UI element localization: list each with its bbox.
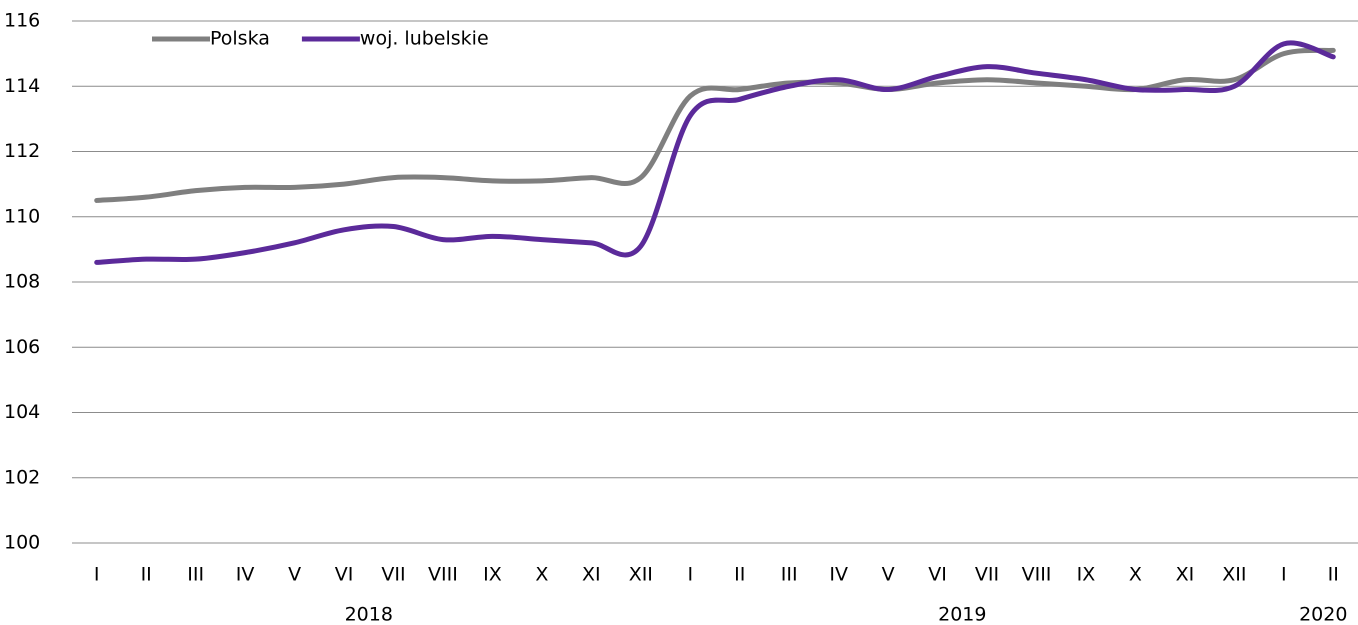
x-tick-label: XII: [629, 564, 653, 586]
y-tick-label: 116: [4, 10, 40, 32]
x-tick-label: VI: [335, 564, 354, 586]
x-group-label: 2020: [1299, 604, 1347, 625]
y-tick-label: 102: [4, 466, 40, 488]
x-tick-label: VII: [975, 564, 999, 586]
x-tick-label: IX: [1077, 564, 1096, 586]
x-tick-label: X: [535, 564, 548, 586]
x-tick-label: XII: [1222, 564, 1246, 586]
x-tick-label: XI: [1176, 564, 1195, 586]
x-tick-label: II: [1328, 564, 1339, 586]
x-tick-label: V: [882, 564, 895, 586]
x-tick-label: VI: [928, 564, 947, 586]
x-group-label: 2018: [345, 604, 393, 625]
x-tick-label: I: [1281, 564, 1287, 586]
y-tick-label: 108: [4, 271, 40, 293]
x-tick-label: VIII: [428, 564, 458, 586]
legend-label: Polska: [210, 28, 270, 50]
y-tick-label: 104: [4, 401, 40, 423]
x-tick-label: IX: [483, 564, 502, 586]
x-tick-label: II: [141, 564, 152, 586]
x-tick-label: VII: [381, 564, 405, 586]
y-tick-label: 114: [4, 75, 40, 97]
x-tick-label: III: [187, 564, 204, 586]
line: [94, 40, 1336, 265]
x-tick-label: V: [288, 564, 301, 586]
x-group-label: 2019: [938, 604, 986, 625]
y-tick-label: 110: [4, 205, 40, 227]
x-tick-label: III: [781, 564, 798, 586]
y-tick-label: 112: [4, 140, 40, 162]
x-tick-label: I: [94, 564, 100, 586]
x-tick-label: I: [687, 564, 693, 586]
y-tick-label: 100: [4, 532, 40, 554]
legend-label: woj. lubelskie: [360, 28, 489, 50]
line: [94, 47, 1336, 203]
x-tick-label: IV: [236, 564, 255, 586]
x-tick-label: VIII: [1022, 564, 1052, 586]
x-tick-label: X: [1129, 564, 1142, 586]
x-tick-label: IV: [829, 564, 848, 586]
x-tick-label: XI: [582, 564, 601, 586]
x-tick-label: II: [734, 564, 745, 586]
y-tick-label: 106: [4, 336, 40, 358]
